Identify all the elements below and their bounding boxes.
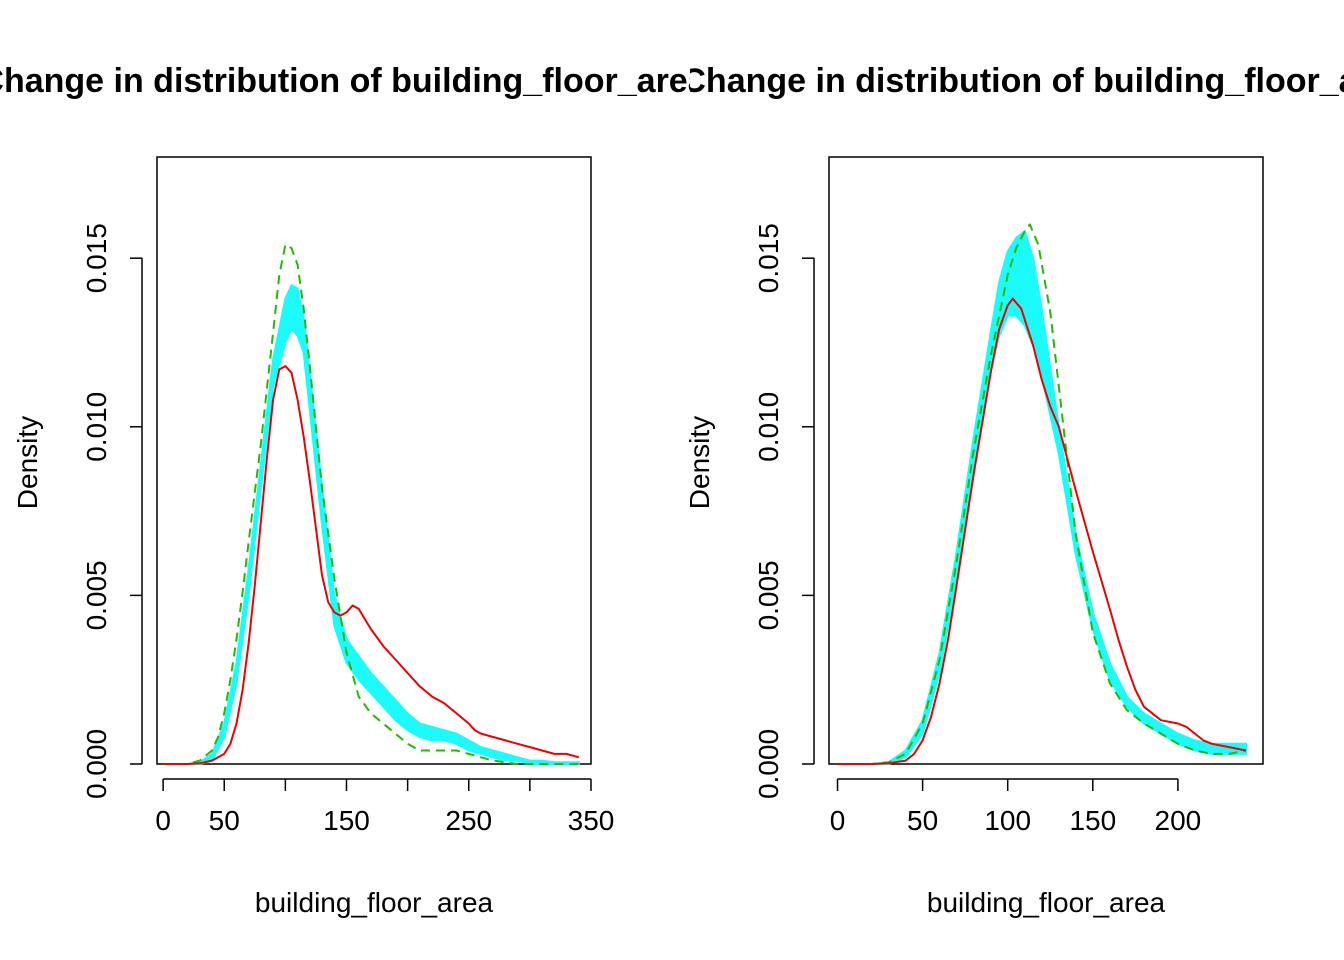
- x-tick-label: 250: [445, 805, 492, 836]
- y-axis-label: Density: [684, 416, 715, 509]
- density-band: [837, 229, 1247, 765]
- y-axis-label: Density: [12, 416, 43, 509]
- density-band: [163, 283, 580, 765]
- x-tick-label: 50: [209, 805, 240, 836]
- red-density-line: [837, 297, 1247, 765]
- plot-title-group: Change in distribution of building_floor…: [681, 62, 1344, 100]
- y-tick-label: 0.005: [81, 560, 112, 630]
- y-tick-label: 0.005: [753, 560, 784, 630]
- plot-title: Change in distribution of building_floor…: [681, 62, 1344, 100]
- x-tick-label: 100: [984, 805, 1031, 836]
- x-tick-label: 200: [1155, 805, 1202, 836]
- y-tick-label: 0.000: [81, 729, 112, 799]
- y-tick-label: 0.010: [81, 392, 112, 462]
- y-tick-label: 0.000: [753, 729, 784, 799]
- plot-frame: [156, 156, 592, 765]
- y-tick-label: 0.015: [753, 223, 784, 293]
- x-tick-label: 50: [907, 805, 938, 836]
- x-axis-label: building_floor_area: [927, 887, 1166, 918]
- plot-title-group: Change in distribution of building_floor…: [0, 62, 708, 100]
- y-tick-label: 0.010: [753, 392, 784, 462]
- right-density-plot: Change in distribution of building_floor…: [681, 62, 1344, 918]
- x-axis-label: building_floor_area: [255, 887, 494, 918]
- x-tick-label: 150: [323, 805, 370, 836]
- left-density-plot: Change in distribution of building_floor…: [0, 62, 708, 918]
- x-tick-label: 150: [1069, 805, 1116, 836]
- x-tick-label: 350: [568, 805, 615, 836]
- y-tick-label: 0.015: [81, 223, 112, 293]
- red-density-line: [163, 365, 580, 765]
- plot-title: Change in distribution of building_floor…: [0, 62, 708, 100]
- green-dashed-density-line: [163, 243, 579, 765]
- plot-frame: [828, 156, 1264, 765]
- x-tick-label: 0: [830, 805, 846, 836]
- green-dashed-density-line: [837, 223, 1247, 765]
- x-tick-label: 0: [155, 805, 171, 836]
